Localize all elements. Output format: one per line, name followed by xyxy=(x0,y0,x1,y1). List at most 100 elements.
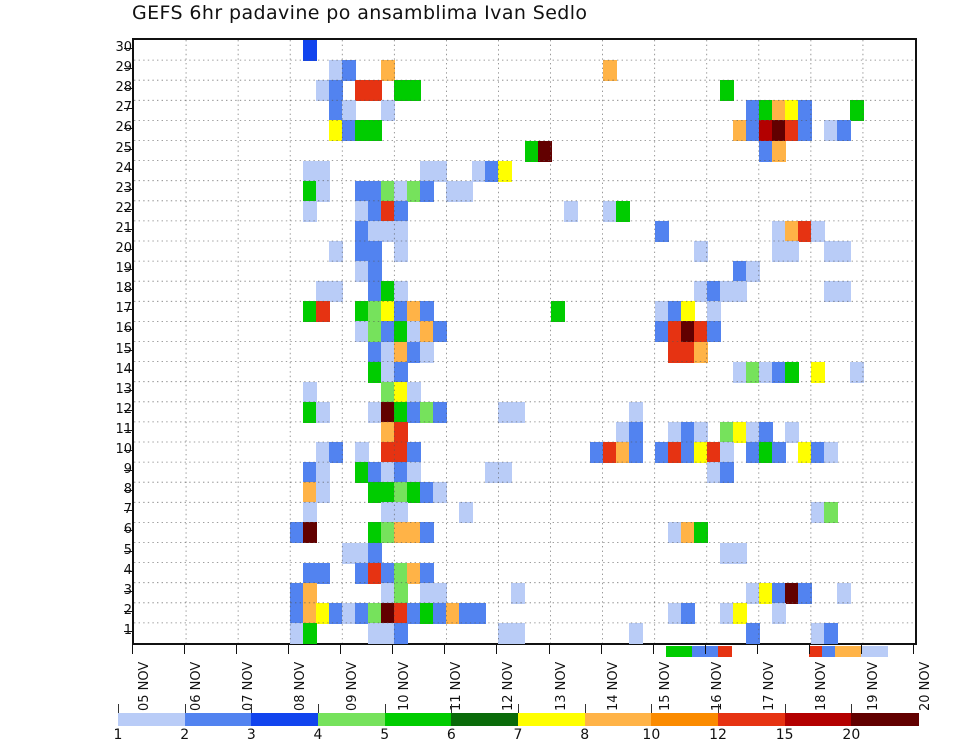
heatmap-cell xyxy=(680,522,695,544)
colorbar-segment xyxy=(184,713,253,726)
heatmap-cell xyxy=(394,80,409,102)
heatmap-cell xyxy=(771,241,786,262)
heatmap-cell xyxy=(758,100,773,122)
y-axis-tickmark xyxy=(124,430,134,431)
heatmap-cell xyxy=(602,200,617,222)
heatmap-cell xyxy=(654,301,669,323)
heatmap-cell xyxy=(342,542,357,564)
heatmap-cell xyxy=(498,401,513,423)
heatmap-cell xyxy=(745,442,760,463)
heatmap-cell xyxy=(433,401,448,423)
heatmap-cell xyxy=(784,220,799,242)
y-axis-tick-label: 21 xyxy=(115,220,132,236)
heatmap-cell xyxy=(355,200,370,222)
y-axis-tick-label: 22 xyxy=(115,200,132,216)
colorbar-segment xyxy=(251,713,320,726)
heatmap-cell xyxy=(381,522,396,544)
chart-title: GEFS 6hr padavine po ansamblima Ivan Sed… xyxy=(132,2,588,24)
x-axis-tickmark xyxy=(653,645,654,654)
colorbar-segment xyxy=(518,713,586,726)
y-axis-tickmark xyxy=(124,68,134,69)
heatmap-cell xyxy=(459,180,474,202)
heatmap-cell xyxy=(771,442,786,463)
heatmap-cell xyxy=(537,140,552,162)
heatmap-cell xyxy=(316,462,331,484)
y-axis-tick-label: 4 xyxy=(102,564,132,577)
heatmap-cell xyxy=(745,421,760,443)
y-axis-tickmark xyxy=(124,269,134,270)
y-axis-tickmark xyxy=(124,530,134,531)
heatmap-cell xyxy=(498,160,513,182)
heatmap-cell xyxy=(381,602,396,624)
x-axis-tickmark xyxy=(392,645,393,654)
colorbar-tickmark xyxy=(385,704,386,713)
heatmap-cell xyxy=(329,80,344,102)
heatmap-cell xyxy=(745,261,760,283)
heatmap-cell xyxy=(797,220,812,242)
heatmap-cell xyxy=(368,200,383,222)
heatmap-cell xyxy=(394,381,409,403)
heatmap-cell xyxy=(381,60,396,82)
colorbar-tickmarks xyxy=(118,704,918,713)
y-axis-tickmark xyxy=(124,189,134,190)
y-axis-tick-label: 18 xyxy=(115,281,132,297)
heatmap-cell xyxy=(303,180,318,202)
heatmap-cell xyxy=(407,562,422,584)
heatmap-cell xyxy=(758,421,773,443)
y-axis-tick-label: 3 xyxy=(102,584,132,597)
heatmap-cell xyxy=(784,361,799,383)
y-axis-tickmark xyxy=(124,209,134,210)
heatmap-cell xyxy=(667,522,682,544)
colorbar-segment xyxy=(718,713,786,726)
heatmap-cell xyxy=(706,281,721,303)
heatmap-cell xyxy=(355,120,370,142)
heatmap-plot-area[interactable] xyxy=(132,38,917,645)
heatmap-cell xyxy=(316,602,331,624)
heatmap-cell xyxy=(823,622,838,644)
heatmap-cell xyxy=(771,120,786,142)
colorbar-tickmark xyxy=(118,704,119,713)
heatmap-cell xyxy=(368,80,383,102)
colorbar-tick-label: 1 xyxy=(113,727,123,743)
heatmap-cell xyxy=(381,562,396,584)
colorbar-tickmark xyxy=(318,704,319,713)
heatmap-cell xyxy=(355,442,370,463)
heatmap-cell xyxy=(290,582,305,604)
colorbar-tick-label: 8 xyxy=(580,727,590,743)
heatmap-cell xyxy=(407,522,422,544)
heatmap-cell xyxy=(394,200,409,222)
heatmap-cell xyxy=(433,582,448,604)
heatmap-cell xyxy=(732,120,747,142)
heatmap-cell xyxy=(303,562,318,584)
heatmap-cell xyxy=(615,200,630,222)
heatmap-cell xyxy=(368,542,383,564)
heatmap-cell xyxy=(394,602,409,624)
x-axis-tickmark xyxy=(340,645,341,654)
heatmap-cell xyxy=(485,462,500,484)
heatmap-cell xyxy=(290,522,305,544)
heatmap-cell xyxy=(316,180,331,202)
mean-strip-cell xyxy=(860,646,875,657)
heatmap-cell xyxy=(693,321,708,343)
heatmap-cell xyxy=(433,321,448,343)
y-axis-tickmark xyxy=(124,450,134,451)
heatmap-cell xyxy=(381,401,396,423)
heatmap-cell xyxy=(446,602,461,624)
y-axis-tick-label: 5 xyxy=(102,544,132,557)
heatmap-cell xyxy=(316,442,331,463)
y-axis-tickmark xyxy=(124,128,134,129)
heatmap-cell xyxy=(563,200,578,222)
heatmap-cell xyxy=(381,361,396,383)
heatmap-cell xyxy=(394,442,409,463)
heatmap-cell xyxy=(303,200,318,222)
heatmap-cell xyxy=(771,582,786,604)
colorbar-segment xyxy=(784,713,853,726)
colorbar-tick-label: 6 xyxy=(446,727,456,743)
heatmap-cell xyxy=(719,442,734,463)
heatmap-cell xyxy=(303,462,318,484)
heatmap-cell xyxy=(368,562,383,584)
y-axis-tick-label: 8 xyxy=(102,483,132,496)
y-axis-tickmark xyxy=(124,551,134,552)
heatmap-cell xyxy=(329,241,344,262)
heatmap-cell xyxy=(706,321,721,343)
